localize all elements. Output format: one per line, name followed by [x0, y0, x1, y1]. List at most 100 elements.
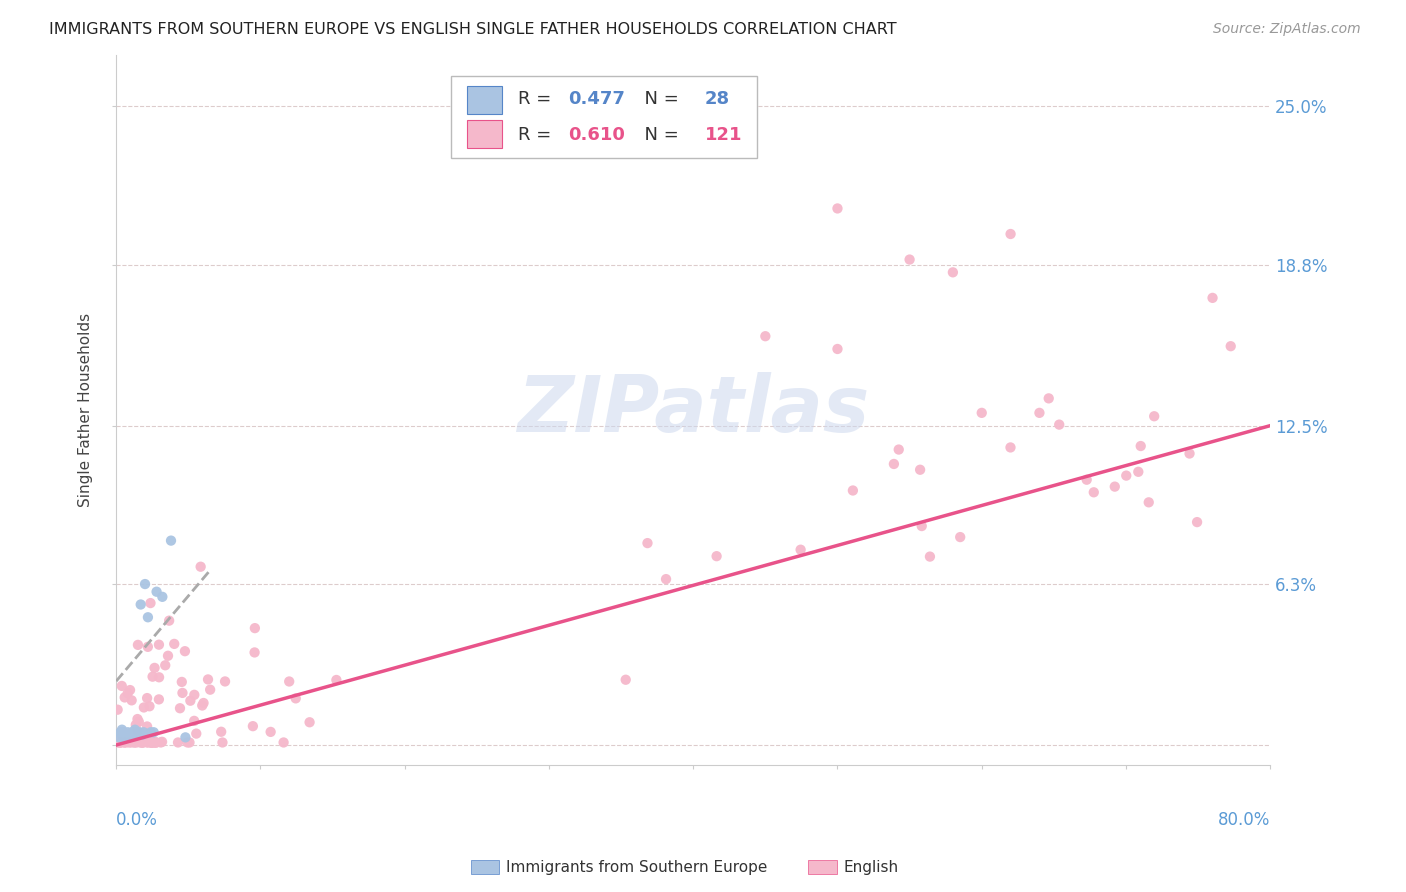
Point	[1000, 441, 1022, 455]
Point	[108, 735, 131, 749]
Point	[156, 648, 179, 663]
Point	[136, 640, 159, 654]
Point	[142, 735, 165, 749]
Point	[942, 265, 965, 279]
Text: N =: N =	[633, 90, 685, 108]
Point	[170, 674, 193, 689]
Point	[143, 735, 166, 749]
Point	[132, 700, 155, 714]
Point	[243, 645, 266, 659]
Point	[1201, 291, 1223, 305]
Point	[139, 596, 162, 610]
Point	[127, 712, 149, 726]
Point	[145, 735, 167, 749]
Point	[176, 735, 198, 749]
Point	[148, 692, 170, 706]
Point	[110, 735, 132, 749]
Point	[120, 728, 142, 742]
Point	[243, 621, 266, 635]
Point	[706, 549, 728, 564]
Text: 0.610: 0.610	[568, 126, 626, 144]
Point	[141, 735, 163, 749]
Point	[1000, 227, 1022, 241]
Point	[129, 598, 152, 612]
Text: ZIPatlas: ZIPatlas	[517, 372, 869, 449]
Point	[131, 728, 153, 742]
Point	[142, 735, 165, 749]
Point	[183, 714, 205, 728]
Point	[110, 735, 132, 749]
Point	[110, 725, 132, 739]
Point	[970, 406, 993, 420]
Point	[139, 725, 162, 739]
Point	[107, 735, 129, 749]
Point	[827, 342, 849, 356]
Point	[127, 638, 149, 652]
Point	[145, 584, 167, 599]
Point	[211, 735, 233, 749]
Point	[655, 572, 678, 586]
Point	[193, 696, 215, 710]
Point	[127, 724, 149, 739]
Point	[132, 735, 155, 749]
Text: 80.0%: 80.0%	[1218, 812, 1270, 830]
Point	[179, 735, 201, 749]
Point	[141, 735, 163, 749]
Point	[122, 728, 145, 742]
Point	[1083, 485, 1105, 500]
Point	[139, 735, 162, 749]
Point	[284, 691, 307, 706]
Text: Source: ZipAtlas.com: Source: ZipAtlas.com	[1213, 22, 1361, 37]
Point	[125, 718, 148, 732]
FancyBboxPatch shape	[451, 77, 756, 158]
Text: R =: R =	[517, 126, 557, 144]
Point	[108, 735, 131, 749]
Point	[125, 735, 148, 749]
Point	[128, 714, 150, 729]
Point	[197, 673, 219, 687]
Point	[887, 442, 910, 457]
Point	[122, 735, 145, 749]
Point	[898, 252, 921, 267]
Point	[214, 674, 236, 689]
Point	[949, 530, 972, 544]
Point	[1115, 468, 1137, 483]
Point	[1047, 417, 1070, 432]
Point	[1185, 515, 1208, 529]
Point	[112, 735, 135, 749]
Point	[111, 723, 134, 737]
Point	[1128, 465, 1150, 479]
Point	[142, 670, 165, 684]
Point	[273, 735, 295, 749]
Text: 28: 28	[704, 90, 730, 108]
Point	[111, 728, 134, 742]
Point	[190, 559, 212, 574]
Point	[120, 735, 142, 749]
Point	[614, 673, 637, 687]
Point	[117, 725, 139, 739]
Point	[149, 735, 172, 749]
Text: 0.477: 0.477	[568, 90, 626, 108]
Point	[107, 703, 129, 717]
Point	[128, 725, 150, 739]
Point	[124, 723, 146, 737]
Point	[1137, 495, 1160, 509]
Point	[1178, 446, 1201, 460]
Point	[827, 202, 849, 216]
Point	[167, 735, 190, 749]
Point	[136, 610, 159, 624]
Point	[136, 735, 159, 749]
Point	[278, 674, 301, 689]
Point	[1219, 339, 1241, 353]
Point	[115, 731, 138, 745]
Point	[842, 483, 865, 498]
Point	[118, 728, 141, 742]
Text: N =: N =	[633, 126, 685, 144]
Point	[169, 701, 191, 715]
Point	[112, 725, 135, 739]
Point	[111, 679, 134, 693]
Point	[637, 536, 659, 550]
Point	[186, 726, 208, 740]
Point	[114, 735, 136, 749]
Point	[118, 683, 141, 698]
